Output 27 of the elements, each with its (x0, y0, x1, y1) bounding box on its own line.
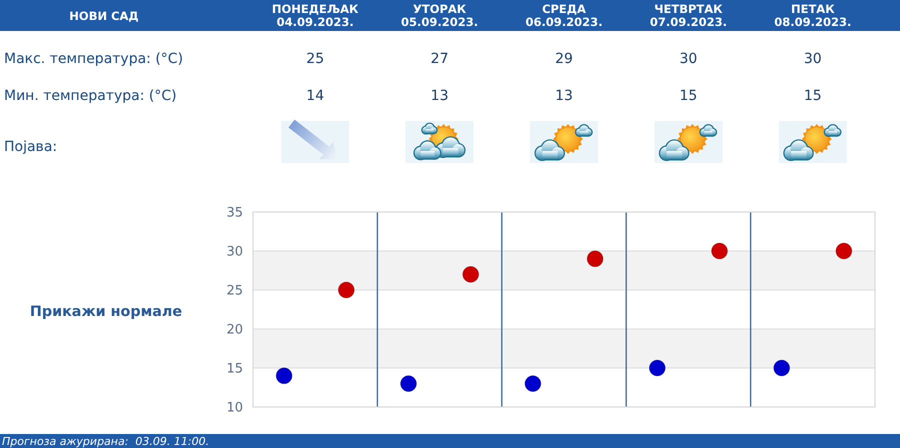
text: Прикажи нормале (30, 304, 182, 320)
text: ЧЕТВРТАК 07.09.2023. (648, 2, 728, 29)
data-label: 15 (679, 88, 698, 104)
y-tick-label: 10 (226, 400, 243, 416)
y-tick-label: 15 (226, 362, 243, 377)
text: ПЕТАК 08.09.2023. (773, 2, 852, 29)
data-label: 30 (804, 50, 822, 67)
y-tick-label: 20 (226, 322, 243, 338)
data-label: 30 (679, 50, 698, 67)
y-tick-label: 25 (226, 284, 243, 299)
data-label: 14 (306, 88, 324, 104)
text: Мин. температура: (°C) (4, 88, 177, 104)
y-tick-label: 30 (226, 244, 243, 260)
data-label: 13 (555, 88, 573, 104)
y-tick-label: 35 (226, 206, 243, 221)
data-label: 15 (804, 88, 822, 104)
data-label: 25 (306, 50, 324, 67)
text: СРЕДА 06.09.2023. (524, 2, 604, 29)
text: Прогноза ажурирана: 03.09. 11:00. (2, 434, 210, 448)
text: Појава: (4, 138, 58, 155)
text: Макс. температура: (°C) (4, 50, 184, 67)
text: НОВИ САД (69, 9, 139, 24)
text: ПОНЕДЕЉАК 04.09.2023. (270, 2, 360, 29)
data-label: 13 (430, 88, 449, 104)
text: УТОРАК 05.09.2023. (400, 2, 480, 29)
data-label: 29 (555, 50, 573, 67)
data-label: 27 (430, 50, 449, 67)
